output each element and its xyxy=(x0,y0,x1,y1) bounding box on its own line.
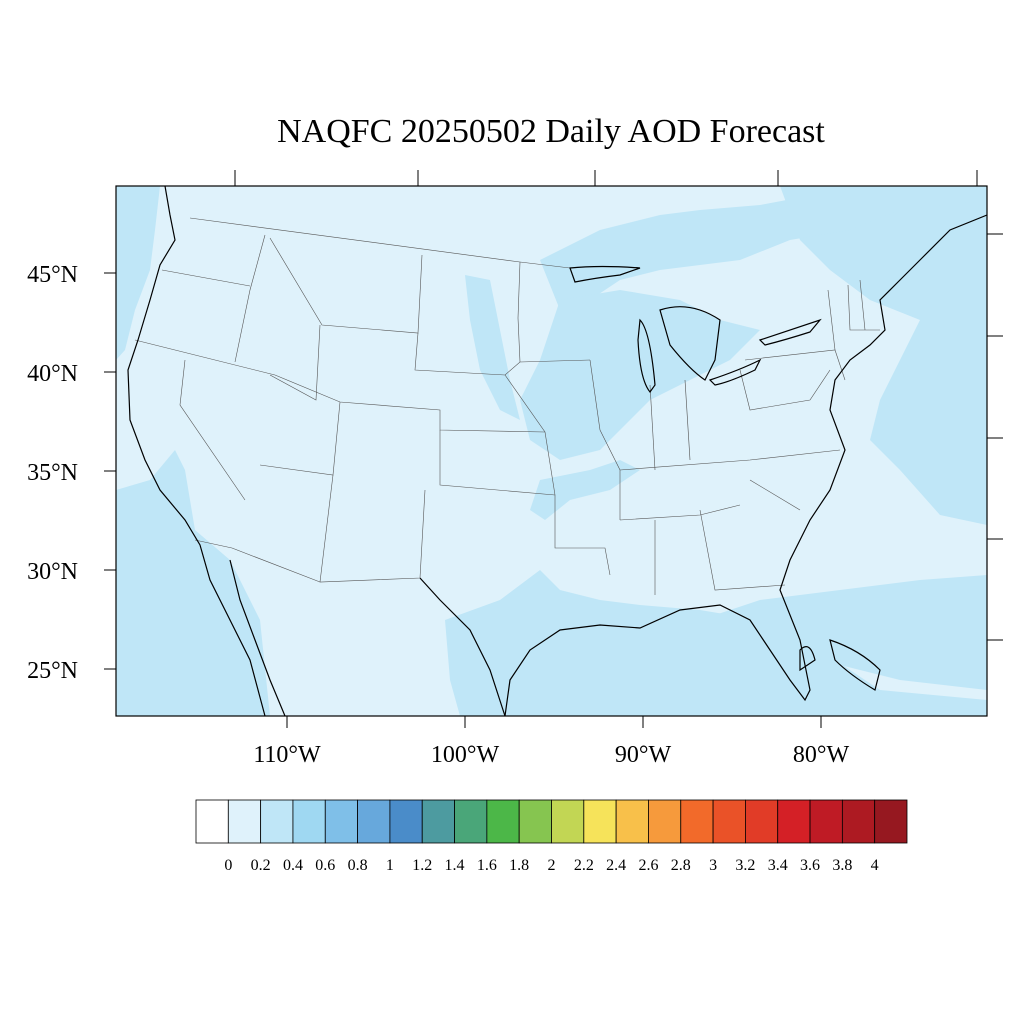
colorbar-label: 3 xyxy=(709,857,717,874)
colorbar-label: 2.8 xyxy=(671,857,691,874)
colorbar-swatch xyxy=(195,799,229,844)
colorbar-label: 2.2 xyxy=(574,857,594,874)
axis-layer: 45°N 40°N 35°N 30°N 25°N 110°W 100°W 90°W 80°W xyxy=(27,170,1003,768)
map-frame xyxy=(115,185,988,717)
aod-band-gulf xyxy=(445,570,987,716)
colorbar-swatch xyxy=(292,799,326,844)
colorbar-swatch xyxy=(357,799,391,844)
colorbar-label: 4 xyxy=(871,857,879,874)
colorbar-swatch xyxy=(421,799,455,844)
colorbar-label: 0 xyxy=(224,857,232,874)
colorbar-label: 3.6 xyxy=(800,857,820,874)
colorbar-label: 0.2 xyxy=(251,857,271,874)
state-borders xyxy=(134,217,880,595)
colorbar-label: 2 xyxy=(548,857,556,874)
colorbar-swatch xyxy=(712,799,746,844)
lon-tick-label: 90°W xyxy=(615,742,672,768)
colorbar-swatch xyxy=(389,799,423,844)
colorbar-swatch xyxy=(615,799,649,844)
figure-title: NAQFC 20250502 Daily AOD Forecast xyxy=(277,113,825,150)
map-panel xyxy=(115,185,988,717)
colorbar-label: 1.6 xyxy=(477,857,497,874)
colorbar-swatch xyxy=(454,799,488,844)
colorbar-swatch xyxy=(648,799,682,844)
aod-band-canada xyxy=(540,186,987,310)
colorbar-swatch xyxy=(324,799,358,844)
lon-tick-label: 80°W xyxy=(793,742,850,768)
lat-tick-label: 35°N xyxy=(27,460,78,486)
lon-tick-label: 100°W xyxy=(431,742,500,768)
colorbar-label: 3.8 xyxy=(832,857,852,874)
colorbar-label: 1 xyxy=(386,857,394,874)
aod-band-midwest xyxy=(520,290,760,460)
lon-tick-label: 110°W xyxy=(253,742,321,768)
lat-tick-label: 40°N xyxy=(27,361,78,387)
lat-tick-label: 25°N xyxy=(27,658,78,684)
colorbar-swatch xyxy=(551,799,585,844)
aod-band-pacific-south xyxy=(116,450,270,716)
colorbar-swatch xyxy=(486,799,520,844)
aod-band-atlantic-south xyxy=(700,575,987,690)
lat-tick-label: 45°N xyxy=(27,262,78,288)
colorbar-swatch xyxy=(583,799,617,844)
colorbar-label: 1.8 xyxy=(509,857,529,874)
aod-band-atlantic xyxy=(780,186,987,525)
colorbar-swatch xyxy=(518,799,552,844)
aod-bands xyxy=(116,186,987,716)
colorbar-label: 1.2 xyxy=(412,857,432,874)
colorbar-label: 0.6 xyxy=(315,857,335,874)
colorbar-swatch xyxy=(680,799,714,844)
aod-band-south-central xyxy=(530,460,640,520)
colorbar-label: 1.4 xyxy=(445,857,465,874)
colorbar-label: 2.6 xyxy=(638,857,658,874)
aod-band-plains xyxy=(465,275,520,420)
colorbar-label: 3.4 xyxy=(768,857,788,874)
colorbar-label: 3.2 xyxy=(735,857,755,874)
colorbar: 0 0.2 0.4 0.6 0.8 1 1.2 1.4 1.6 1.8 2 2.2 2.4 2.6 2.8 3… xyxy=(195,799,908,874)
colorbar-swatch xyxy=(841,799,876,844)
colorbar-swatch xyxy=(777,799,811,844)
lat-tick-label: 30°N xyxy=(27,559,78,585)
coastlines xyxy=(127,186,987,716)
colorbar-swatch xyxy=(260,799,294,844)
colorbar-swatch xyxy=(874,799,908,844)
colorbar-swatch xyxy=(809,799,843,844)
colorbar-label: 0.4 xyxy=(283,857,303,874)
colorbar-swatch xyxy=(745,799,779,844)
aod-band-pacific-north xyxy=(116,186,160,360)
colorbar-swatch xyxy=(227,799,262,844)
colorbar-label: 2.4 xyxy=(606,857,626,874)
colorbar-label: 0.8 xyxy=(348,857,368,874)
